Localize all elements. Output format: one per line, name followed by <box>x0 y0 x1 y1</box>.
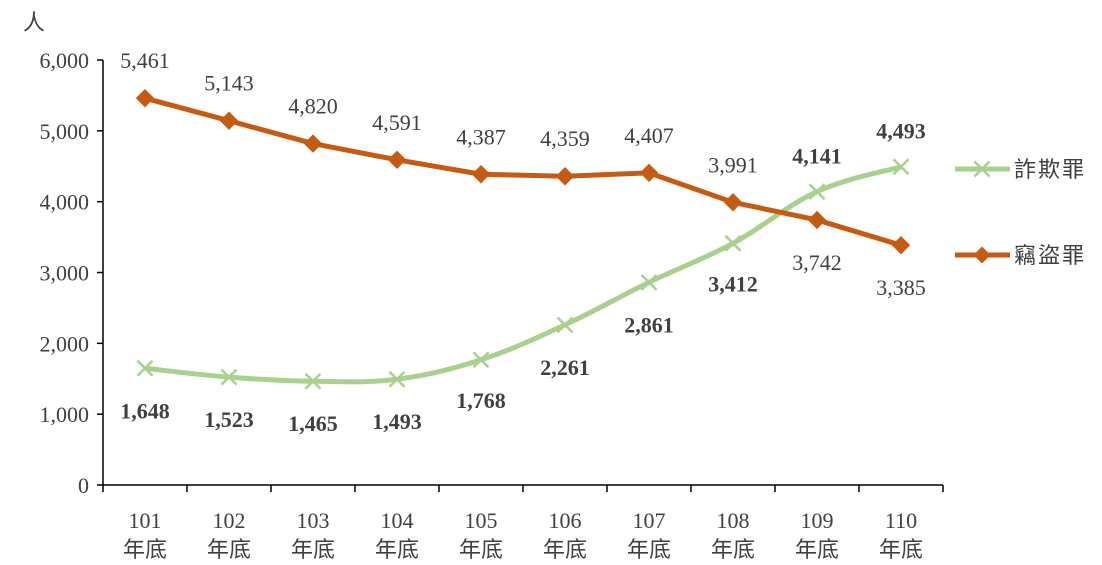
x-tick-label-suffix: 年底 <box>375 537 419 562</box>
data-labels: 1,648 1,523 1,465 1,493 1,768 2,261 2,861 3,412… <box>120 48 926 436</box>
y-tick-label: 5,000 <box>40 119 90 144</box>
data-label-theft: 4,359 <box>540 126 590 151</box>
legend-label: 竊盜罪 <box>1014 243 1086 268</box>
data-point-x-marker <box>136 359 154 377</box>
x-tick-label-suffix: 年底 <box>291 537 335 562</box>
data-point-x-marker <box>724 234 742 252</box>
x-tick-label-year: 108 <box>717 508 750 533</box>
x-tick-label-suffix: 年底 <box>711 537 755 562</box>
x-tick-label-suffix: 年底 <box>627 537 671 562</box>
x-tick-label-suffix: 年底 <box>879 537 923 562</box>
series-fraud <box>136 158 910 390</box>
data-point-diamond-marker <box>135 88 155 108</box>
x-tick-label-suffix: 年底 <box>543 537 587 562</box>
data-label-fraud: 1,768 <box>456 388 506 413</box>
data-point-diamond-marker <box>639 163 659 183</box>
data-label-theft: 5,143 <box>204 71 254 96</box>
x-tick-label-year: 106 <box>549 508 582 533</box>
data-point-diamond-marker <box>471 165 491 184</box>
x-tick-label-year: 107 <box>633 508 666 533</box>
data-label-theft: 4,591 <box>372 110 422 135</box>
y-tick-label: 4,000 <box>40 190 90 215</box>
data-point-diamond-marker <box>807 210 827 230</box>
x-tick-label-suffix: 年底 <box>459 537 503 562</box>
legend-item-fraud: 詐欺罪 <box>955 157 1086 182</box>
y-tick-label: 3,000 <box>40 261 90 286</box>
data-label-fraud: 1,523 <box>204 407 254 432</box>
data-point-x-marker <box>472 351 490 369</box>
series-line <box>144 164 902 385</box>
x-tick-label-year: 101 <box>129 508 162 533</box>
data-point-x-marker <box>808 183 826 201</box>
data-label-theft: 4,820 <box>288 94 338 119</box>
data-point-diamond-marker <box>723 193 743 212</box>
data-label-fraud: 2,261 <box>540 355 590 380</box>
series-line <box>144 95 902 248</box>
y-axis-unit: 人 <box>23 10 45 35</box>
data-point-diamond-marker <box>891 236 911 255</box>
y-tick-label: 2,000 <box>40 331 90 356</box>
data-point-diamond-marker <box>303 134 323 153</box>
x-tick-label-year: 105 <box>465 508 498 533</box>
data-label-theft: 4,407 <box>624 123 674 148</box>
data-label-theft: 3,742 <box>792 250 842 275</box>
data-label-fraud: 1,648 <box>120 398 170 423</box>
data-point-x-marker <box>640 273 658 291</box>
data-point-diamond-marker <box>387 150 407 170</box>
y-tick-label: 1,000 <box>40 402 90 427</box>
data-point-x-marker <box>388 370 406 388</box>
x-tick-label-year: 102 <box>213 508 246 533</box>
data-point-x-marker <box>304 372 322 390</box>
axes: 0 1,000 2,000 3,000 4,000 5,000 6,000 101 年底 102 年… <box>40 48 944 562</box>
data-label-fraud: 1,465 <box>288 411 338 436</box>
data-point-x-marker <box>556 316 574 334</box>
series-layer <box>135 88 911 390</box>
legend-label: 詐欺罪 <box>1014 157 1086 182</box>
legend-x-marker <box>973 160 991 178</box>
data-label-theft: 4,387 <box>456 124 506 149</box>
data-label-fraud: 3,412 <box>708 271 758 296</box>
series-theft <box>135 88 911 255</box>
legend-diamond-marker <box>973 246 991 264</box>
x-tick-label-year: 110 <box>885 508 917 533</box>
data-label-theft: 3,385 <box>876 275 926 300</box>
x-tick-label-suffix: 年底 <box>795 537 839 562</box>
data-label-fraud: 4,141 <box>792 144 842 169</box>
y-tick-label: 6,000 <box>40 48 90 73</box>
data-label-fraud: 4,493 <box>876 119 926 144</box>
data-point-x-marker <box>892 158 910 176</box>
x-tick-label-year: 104 <box>381 508 414 533</box>
x-tick-label-suffix: 年底 <box>123 537 167 562</box>
data-point-x-marker <box>220 368 238 386</box>
data-label-theft: 5,461 <box>120 48 170 73</box>
data-point-diamond-marker <box>555 167 575 186</box>
x-tick-label-suffix: 年底 <box>207 537 251 562</box>
x-tick-label-year: 109 <box>801 508 834 533</box>
data-point-diamond-marker <box>219 111 239 130</box>
data-label-fraud: 1,493 <box>372 409 422 434</box>
y-tick-label: 0 <box>78 473 89 498</box>
data-label-theft: 3,991 <box>708 152 758 177</box>
data-label-fraud: 2,861 <box>624 312 674 337</box>
legend-item-theft: 竊盜罪 <box>955 243 1086 268</box>
x-tick-label-year: 103 <box>297 508 330 533</box>
